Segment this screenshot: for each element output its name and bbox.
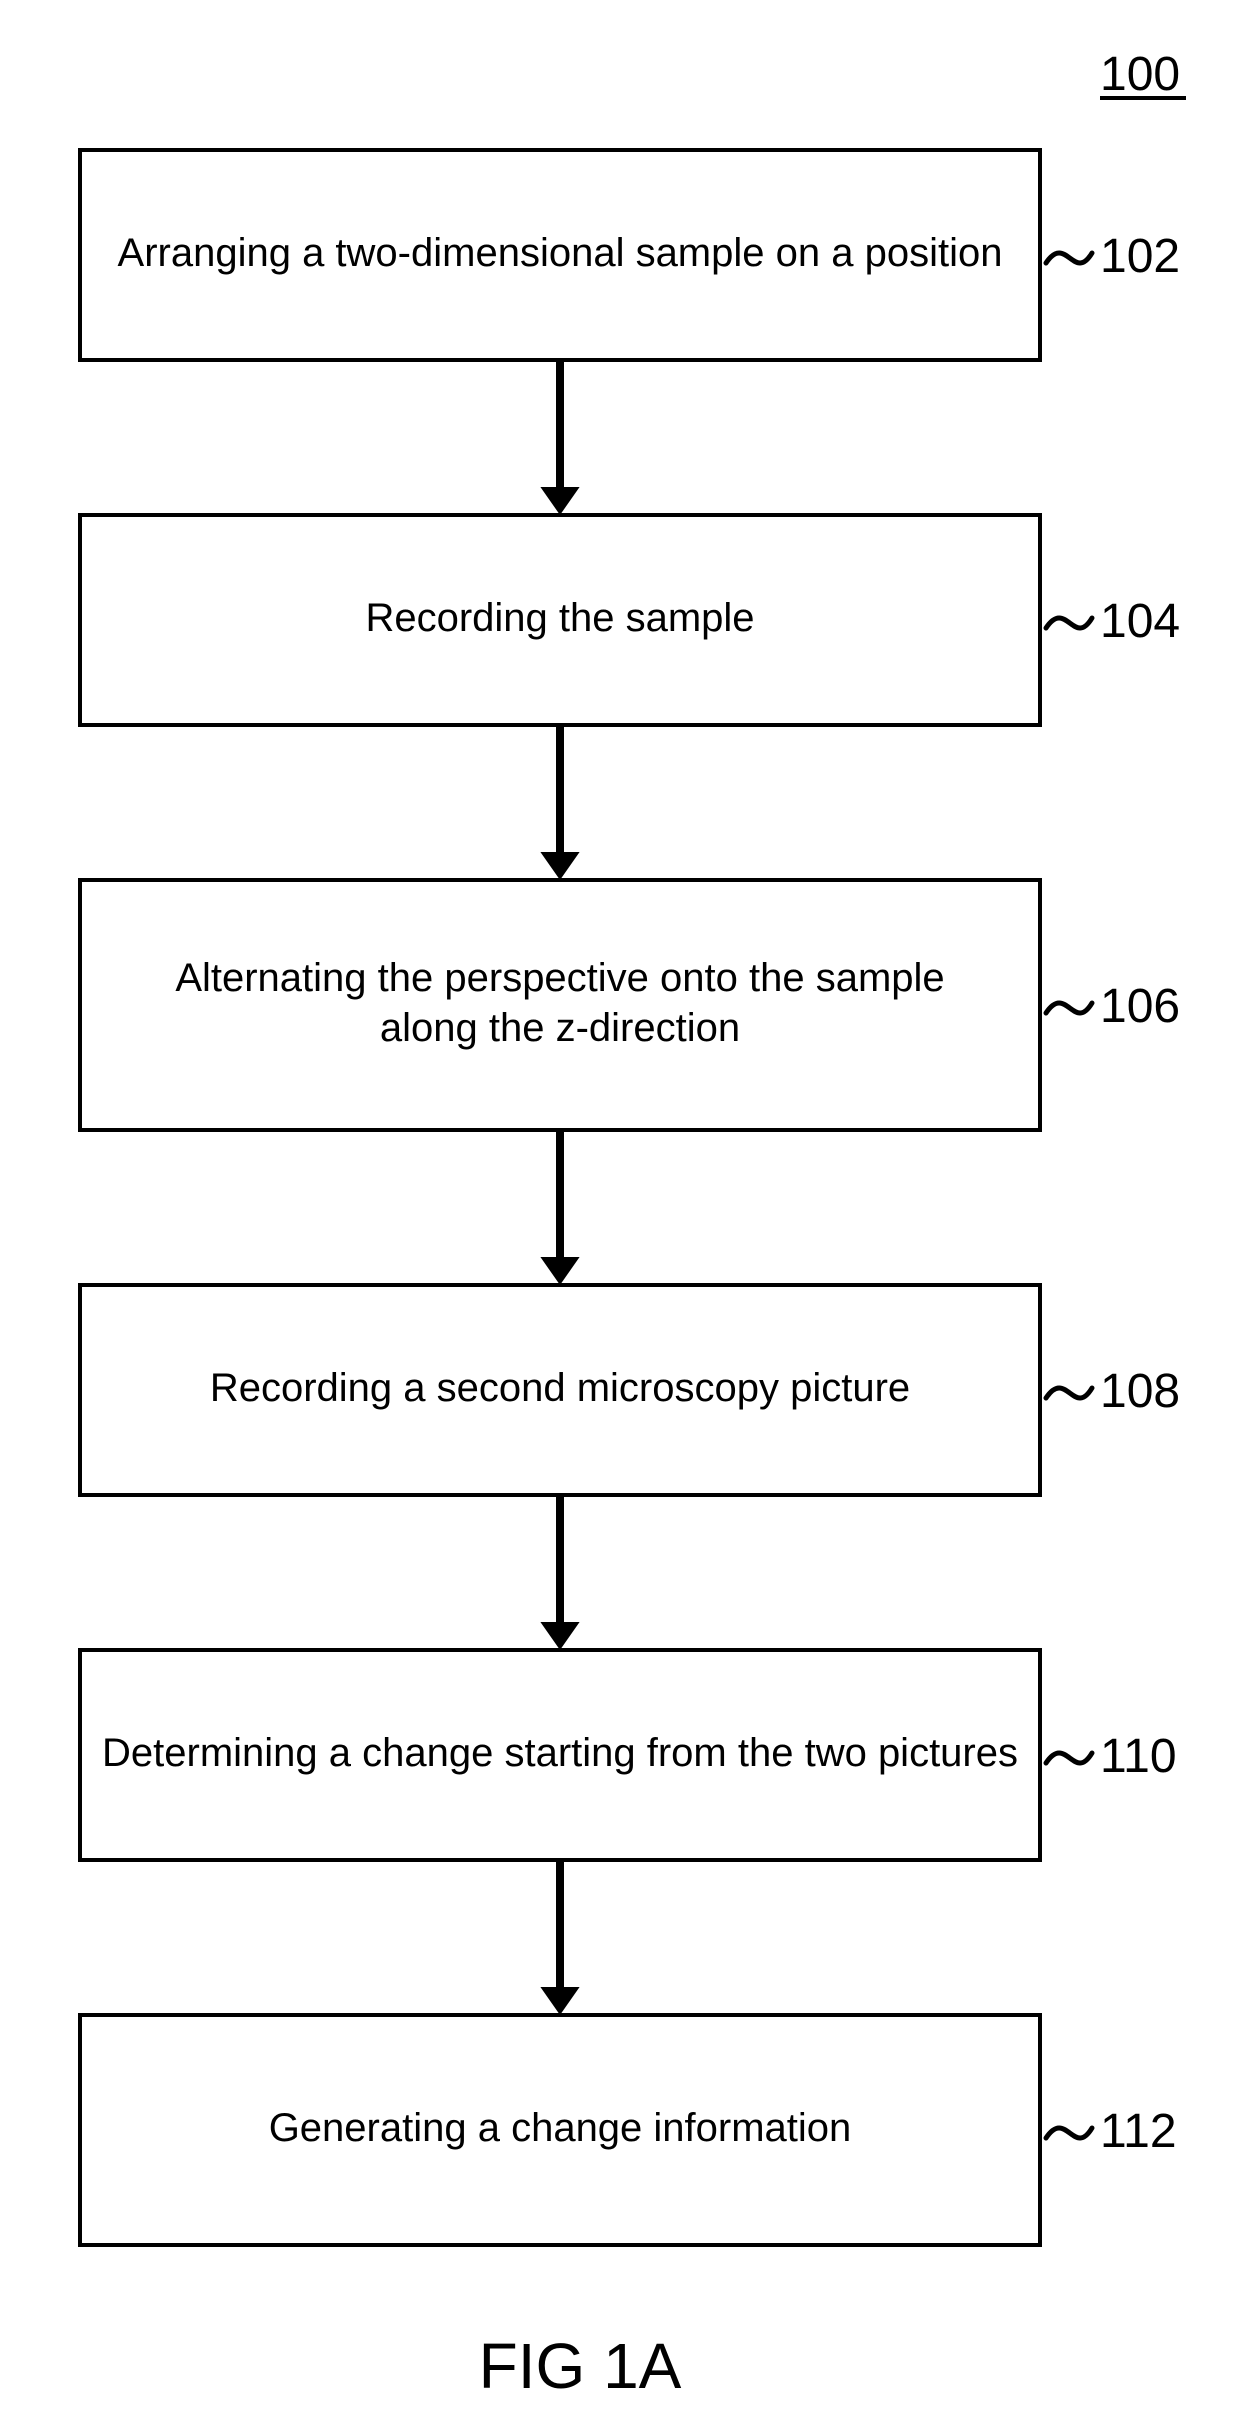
flow-step-text-102-line0: Arranging a two-dimensional sample on a … (118, 231, 1003, 275)
label-connector-106 (1046, 1003, 1092, 1013)
label-connector-112 (1046, 2128, 1092, 2138)
flow-step-label-102: 102 (1100, 230, 1180, 283)
flowchart-figure: 100 Arranging a two-dimensional sample on… (0, 0, 1240, 2428)
flow-step-label-110: 110 (1100, 1730, 1177, 1783)
flow-arrowhead-110 (540, 1622, 579, 1650)
flow-step-text-106-line1: along the z-direction (380, 1006, 740, 1050)
flow-step-label-104: 104 (1100, 595, 1180, 648)
figure-caption: FIG 1A (479, 2330, 682, 2402)
flow-arrowhead-106 (540, 852, 579, 880)
flow-step-box-106 (80, 880, 1040, 1130)
figure-number-label: 100 (1100, 48, 1180, 101)
flow-step-text-106-line0: Alternating the perspective onto the sam… (175, 956, 944, 1000)
flow-step-text-112-line0: Generating a change information (269, 2106, 852, 2150)
label-connector-104 (1046, 618, 1092, 628)
flow-arrowhead-112 (540, 1987, 579, 2015)
label-connector-102 (1046, 253, 1092, 263)
flow-step-text-108-line0: Recording a second microscopy picture (210, 1366, 910, 1410)
flow-step-text-110-line0: Determining a change starting from the t… (102, 1731, 1018, 1775)
label-connector-108 (1046, 1388, 1092, 1398)
flow-arrowhead-104 (540, 487, 579, 515)
flow-step-label-108: 108 (1100, 1365, 1180, 1418)
flow-step-text-104-line0: Recording the sample (365, 596, 754, 640)
label-connector-110 (1046, 1753, 1092, 1763)
flow-step-label-106: 106 (1100, 980, 1180, 1033)
flow-arrowhead-108 (540, 1257, 579, 1285)
flow-step-label-112: 112 (1100, 2105, 1177, 2158)
